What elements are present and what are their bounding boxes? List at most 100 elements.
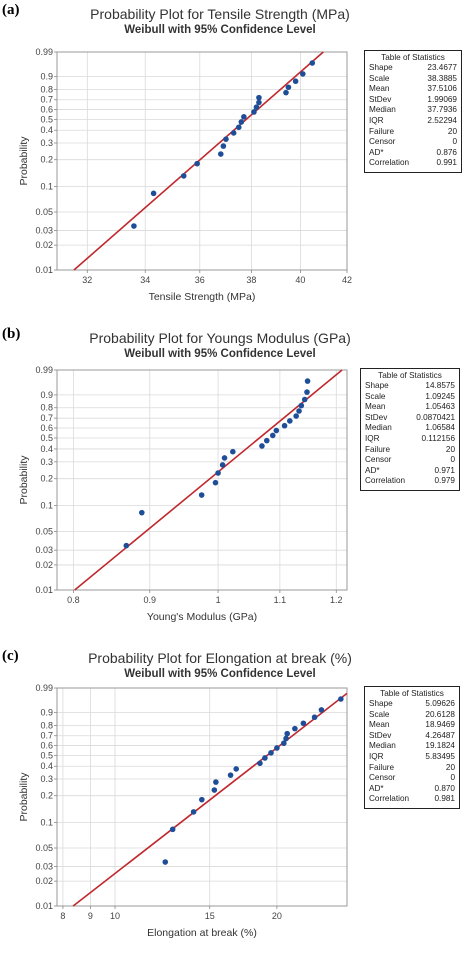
y-tick-label: 0.9 xyxy=(40,390,53,400)
stats-value: 37.5106 xyxy=(427,84,457,94)
stats-row: Censor 0 xyxy=(365,455,455,466)
stats-row: Censor 0 xyxy=(369,137,457,148)
stats-row: Failure 20 xyxy=(369,127,457,138)
y-tick-label: 0.3 xyxy=(40,774,53,784)
y-tick-label: 0.03 xyxy=(35,226,53,236)
stats-key: IQR xyxy=(365,433,380,443)
y-tick-label: 0.7 xyxy=(40,731,53,741)
y-tick-label: 0.2 xyxy=(40,155,53,165)
y-tick-label: 0.3 xyxy=(40,138,53,148)
y-tick-label: 0.6 xyxy=(40,740,53,750)
data-point xyxy=(233,766,239,772)
stats-row: Shape 5.09626 xyxy=(369,699,455,710)
stats-value: 14.8575 xyxy=(425,381,455,390)
stats-value: 19.1824 xyxy=(425,741,455,751)
panel-tensile-strength: (a) Probability Plot for Tensile Strengt… xyxy=(0,0,474,318)
stats-value: 23.4677 xyxy=(427,63,457,72)
stats-key: Median xyxy=(369,105,396,115)
y-tick-label: 0.5 xyxy=(40,114,53,124)
data-point xyxy=(259,443,265,449)
stats-value: 0.876 xyxy=(436,147,458,157)
y-tick-label: 0.01 xyxy=(35,901,53,911)
y-tick-label: 0.02 xyxy=(35,876,53,886)
stats-key: Failure xyxy=(365,444,391,454)
data-point xyxy=(150,190,157,197)
stats-key: AD* xyxy=(365,465,380,475)
data-point xyxy=(283,89,289,96)
data-point xyxy=(296,408,302,414)
data-point xyxy=(263,437,270,444)
stats-key: StDev xyxy=(369,730,392,740)
stats-row: Correlation 0.981 xyxy=(369,794,455,805)
panel-elongation-at-break: (c) Probability Plot for Elongation at b… xyxy=(0,636,474,953)
probability-plot: 0.01 0.02 0.03 0.05 0.1 0.2 0.3 0.40.50.60.70.8… xyxy=(18,683,348,939)
stats-row: Correlation 0.979 xyxy=(365,476,455,487)
data-point xyxy=(217,151,224,157)
panel-label: (b) xyxy=(2,326,21,342)
y-axis-label: Probability xyxy=(18,772,30,822)
data-point xyxy=(227,772,234,778)
stats-value: 0.979 xyxy=(434,476,456,486)
data-point xyxy=(304,389,310,395)
chart-subtitle: Weibull with 95% Confidence Level xyxy=(124,24,316,36)
y-tick-label: 0.5 xyxy=(40,750,53,760)
data-point xyxy=(241,114,247,120)
data-point xyxy=(304,378,311,384)
x-tick-label: 34 xyxy=(140,275,150,285)
stats-key: Shape xyxy=(369,699,393,708)
data-point xyxy=(262,755,268,761)
x-tick-label: 20 xyxy=(272,911,282,921)
stats-value: 1.09245 xyxy=(425,391,455,401)
y-tick-label: 0.7 xyxy=(40,413,53,423)
stats-value: 0.991 xyxy=(436,158,458,168)
data-point xyxy=(281,422,288,429)
stats-title: Table of Statistics xyxy=(380,689,444,698)
y-tick-label: 0.02 xyxy=(35,240,53,250)
data-point xyxy=(318,707,325,713)
stats-value: 20 xyxy=(445,444,455,454)
y-tick-label: 0.01 xyxy=(35,585,53,595)
fit-line xyxy=(74,369,343,591)
stats-value: 20 xyxy=(445,762,455,772)
stats-row: Scale 20.6128 xyxy=(369,710,455,721)
data-point xyxy=(338,696,344,702)
stats-key: IQR xyxy=(369,751,384,761)
stats-value: 0 xyxy=(450,773,455,783)
stats-key: Censor xyxy=(369,137,396,147)
stats-row: Mean 1.05463 xyxy=(365,402,455,413)
stats-value: 5.09626 xyxy=(425,699,455,708)
stats-key: Mean xyxy=(369,720,390,730)
data-point xyxy=(300,720,307,727)
stats-row: StDev 1.99069 xyxy=(369,95,457,106)
chart-subtitle: Weibull with 95% Confidence Level xyxy=(124,668,316,680)
y-tick-label: 0.9 xyxy=(40,708,53,718)
data-point xyxy=(212,479,219,486)
statistics-table: Table of Statistics Shape 23.4677 Scale 38.3… xyxy=(364,50,462,173)
stats-key: Failure xyxy=(369,762,395,772)
data-point xyxy=(230,130,237,136)
data-point xyxy=(190,809,197,815)
statistics-table: Table of Statistics Shape 5.09626 Scale 20.6… xyxy=(364,686,460,809)
data-point xyxy=(180,173,187,179)
data-point xyxy=(311,714,318,721)
stats-key: StDev xyxy=(369,94,392,104)
x-tick-label: 9 xyxy=(88,911,93,921)
stats-row: AD* 0.870 xyxy=(369,784,455,795)
chart-title: Probability Plot for Elongation at break… xyxy=(88,650,352,666)
stats-row: StDev 0.0870421 xyxy=(365,413,455,424)
data-point xyxy=(274,745,280,751)
stats-value: 0 xyxy=(452,137,457,147)
stats-row: Mean 18.9469 xyxy=(369,720,455,731)
stats-row: Mean 37.5106 xyxy=(369,84,457,95)
y-tick-label: 0.2 xyxy=(40,791,53,801)
stats-value: 0.0870421 xyxy=(416,412,455,422)
stats-row: Failure 20 xyxy=(365,445,455,456)
stats-key: AD* xyxy=(369,783,384,793)
y-tick-label: 0.8 xyxy=(40,84,53,94)
stats-key: Failure xyxy=(369,126,395,136)
y-tick-label: 0.99 xyxy=(35,47,53,57)
y-tick-label: 0.05 xyxy=(35,843,53,853)
x-tick-label: 32 xyxy=(82,275,92,285)
plot-frame xyxy=(56,687,348,907)
stats-value: 38.3885 xyxy=(427,73,457,83)
